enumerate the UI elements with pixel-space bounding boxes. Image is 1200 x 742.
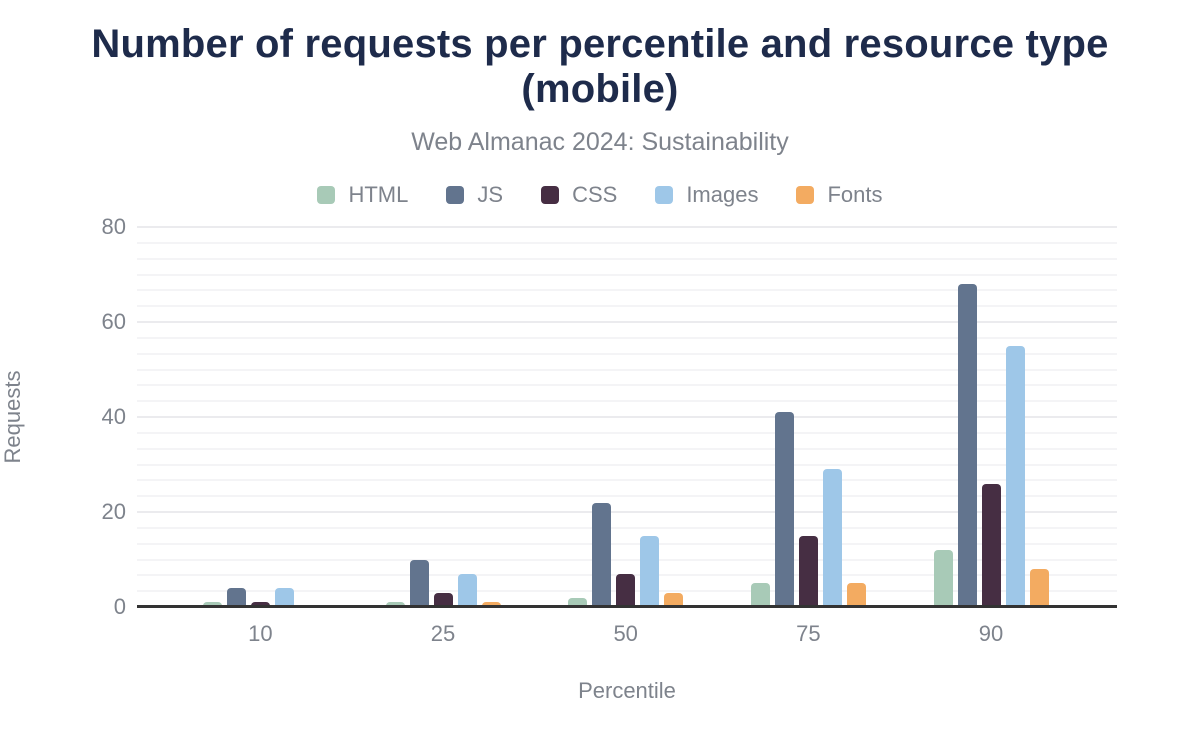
legend-item-html[interactable]: HTML <box>317 182 408 208</box>
minor-gridline <box>137 273 1117 276</box>
minor-gridline <box>137 305 1117 308</box>
chart-subtitle: Web Almanac 2024: Sustainability <box>411 128 789 156</box>
x-tick-label-90: 90 <box>978 621 1004 646</box>
bar-css-p90[interactable] <box>981 483 1001 607</box>
chart-title: Number of requests per percentile and re… <box>91 22 1109 111</box>
bar-css-p50[interactable] <box>616 573 636 607</box>
bar-images-p75[interactable] <box>822 469 842 607</box>
legend-label: JS <box>477 182 504 207</box>
bar-images-p50[interactable] <box>640 535 660 607</box>
bar-css-p25[interactable] <box>433 592 453 607</box>
minor-gridline <box>137 542 1117 545</box>
x-tick-label-75: 75 <box>796 621 821 646</box>
legend-item-js[interactable]: JS <box>446 182 503 208</box>
legend-label: Images <box>686 182 759 207</box>
bar-js-p75[interactable] <box>774 412 794 607</box>
minor-gridline <box>137 495 1117 498</box>
bar-fonts-p50[interactable] <box>664 592 684 607</box>
bar-js-p50[interactable] <box>592 502 612 607</box>
bar-html-p50[interactable] <box>568 597 588 607</box>
x-axis-line <box>137 605 1117 608</box>
legend-label: CSS <box>572 182 618 207</box>
minor-gridline <box>137 384 1117 387</box>
bar-html-p10[interactable] <box>202 602 222 607</box>
minor-gridline <box>137 368 1117 371</box>
major-gridline <box>137 416 1117 418</box>
y-tick-label: 0 <box>113 594 126 619</box>
bar-fonts-p90[interactable] <box>1029 569 1049 607</box>
bar-fonts-p25[interactable] <box>481 602 501 607</box>
plot-area <box>137 226 1117 608</box>
major-gridline <box>137 321 1117 323</box>
legend-swatch-js <box>446 186 465 204</box>
major-gridline <box>137 511 1117 513</box>
major-gridline <box>137 226 1117 228</box>
minor-gridline <box>137 257 1117 260</box>
bar-fonts-p75[interactable] <box>846 583 866 607</box>
minor-gridline <box>137 336 1117 339</box>
legend-swatch-images <box>655 186 674 204</box>
bar-images-p10[interactable] <box>274 588 294 607</box>
minor-gridline <box>137 526 1117 529</box>
minor-gridline <box>137 558 1117 561</box>
minor-gridline <box>137 400 1117 403</box>
legend: HTML JS CSS Images Fonts <box>0 182 1200 208</box>
x-tick-label-10: 10 <box>248 621 273 646</box>
minor-gridline <box>137 447 1117 450</box>
legend-swatch-fonts <box>796 186 815 204</box>
y-tick-label: 60 <box>101 309 126 334</box>
bar-html-p90[interactable] <box>933 550 953 607</box>
legend-swatch-html <box>317 186 336 204</box>
y-tick-label: 80 <box>101 214 126 239</box>
bar-css-p75[interactable] <box>798 535 818 607</box>
minor-gridline <box>137 463 1117 466</box>
minor-gridline <box>137 431 1117 434</box>
minor-gridline <box>137 289 1117 292</box>
bar-html-p25[interactable] <box>385 602 405 607</box>
legend-item-fonts[interactable]: Fonts <box>796 182 883 208</box>
x-tick-label-25: 25 <box>430 621 456 646</box>
y-tick-label: 20 <box>101 499 126 524</box>
bar-js-p25[interactable] <box>409 559 429 607</box>
legend-label: Fonts <box>827 182 883 207</box>
bar-images-p25[interactable] <box>457 573 477 607</box>
legend-item-images[interactable]: Images <box>655 182 758 208</box>
x-axis-title: Percentile <box>578 678 676 703</box>
bar-html-p75[interactable] <box>750 583 770 607</box>
bar-js-p10[interactable] <box>226 588 246 607</box>
minor-gridline <box>137 241 1117 244</box>
minor-gridline <box>137 352 1117 355</box>
legend-item-css[interactable]: CSS <box>541 182 617 208</box>
bar-images-p90[interactable] <box>1005 345 1025 607</box>
legend-label: HTML <box>348 182 409 207</box>
bar-css-p10[interactable] <box>250 602 270 607</box>
y-tick-label: 40 <box>101 404 126 429</box>
x-tick-label-50: 50 <box>613 621 638 646</box>
legend-swatch-css <box>541 186 560 204</box>
bar-js-p90[interactable] <box>957 284 977 607</box>
minor-gridline <box>137 479 1117 482</box>
